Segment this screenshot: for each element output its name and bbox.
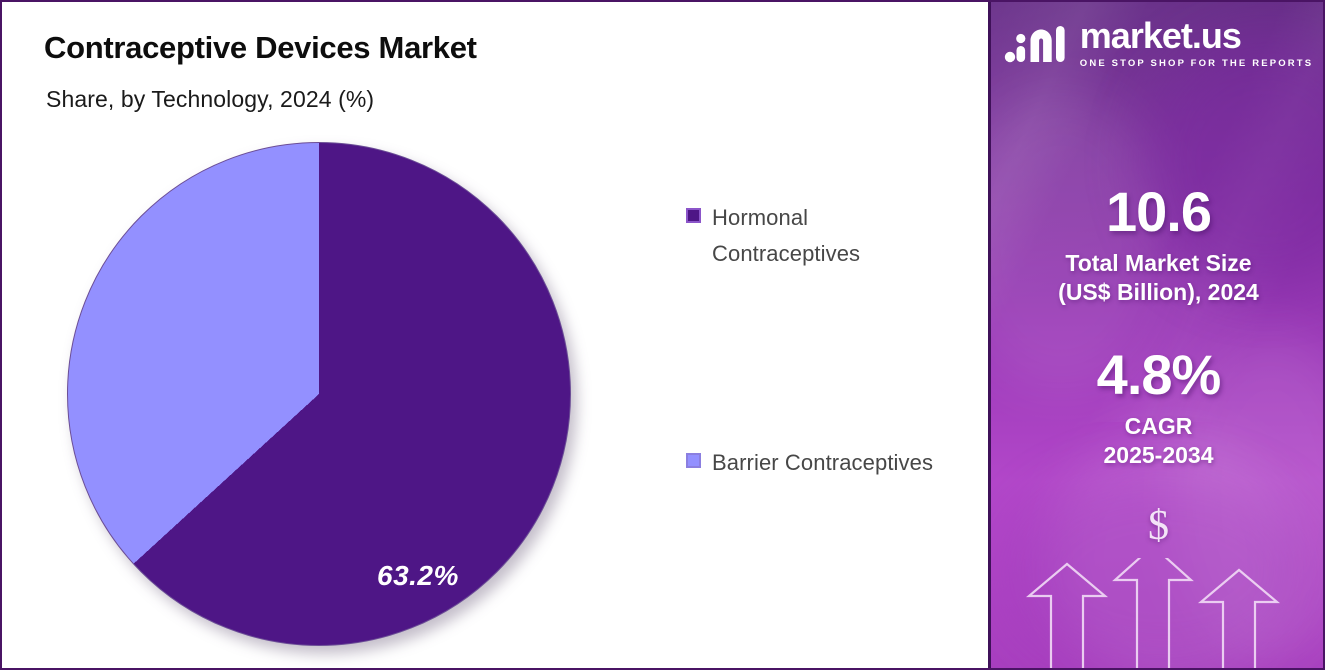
stat-caption: CAGR 2025-2034 bbox=[991, 412, 1323, 470]
stat-caption: Total Market Size (US$ Billion), 2024 bbox=[991, 249, 1323, 307]
pie-chart: 63.2% bbox=[67, 142, 577, 654]
pie-slices[interactable] bbox=[67, 142, 571, 646]
pie-slice-label: 63.2% bbox=[377, 560, 459, 591]
legend-item-barrier-contraceptives[interactable]: Barrier Contraceptives bbox=[686, 445, 933, 481]
market-us-logo-icon bbox=[1004, 25, 1065, 62]
brand-name: market.us bbox=[1079, 15, 1242, 56]
brand-text: market.us ONE STOP SHOP FOR THE REPORTS bbox=[1079, 15, 1314, 70]
brand-logo[interactable]: market.us ONE STOP SHOP FOR THE REPORTS bbox=[991, 18, 1323, 69]
legend-item-hormonal-contraceptives[interactable]: Hormonal Contraceptives bbox=[686, 200, 942, 271]
legend-swatch-icon bbox=[686, 453, 701, 468]
dollar-sign-icon: $ bbox=[1148, 503, 1169, 549]
stat-caption-line1: CAGR bbox=[1124, 413, 1193, 439]
stat-cagr: 4.8% CAGR 2025-2034 bbox=[991, 347, 1323, 470]
legend-item-label: Barrier Contraceptives bbox=[712, 450, 934, 475]
stat-value: 4.8% bbox=[1096, 343, 1222, 406]
growth-arrows-icon bbox=[1025, 558, 1281, 668]
stat-total-market-size: 10.6 Total Market Size (US$ Billion), 20… bbox=[991, 184, 1323, 307]
stat-caption-line2: (US$ Billion), 2024 bbox=[1058, 278, 1259, 305]
chart-panel: Contraceptive Devices Market Share, by T… bbox=[2, 2, 988, 668]
stats-panel: market.us ONE STOP SHOP FOR THE REPORTS … bbox=[988, 2, 1323, 668]
stat-caption-line1: Total Market Size bbox=[1065, 250, 1252, 276]
page-title: Contraceptive Devices Market bbox=[44, 30, 477, 65]
legend-item-label: Hormonal Contraceptives bbox=[712, 205, 861, 266]
stat-caption-line2: 2025-2034 bbox=[1103, 441, 1214, 468]
legend-swatch-icon bbox=[686, 208, 701, 223]
brand-tagline: ONE STOP SHOP FOR THE REPORTS bbox=[1079, 58, 1314, 69]
page-subtitle: Share, by Technology, 2024 (%) bbox=[46, 86, 375, 112]
stat-value: 10.6 bbox=[1106, 180, 1212, 243]
chart-legend: Hormonal Contraceptives Barrier Contrace… bbox=[686, 2, 976, 668]
